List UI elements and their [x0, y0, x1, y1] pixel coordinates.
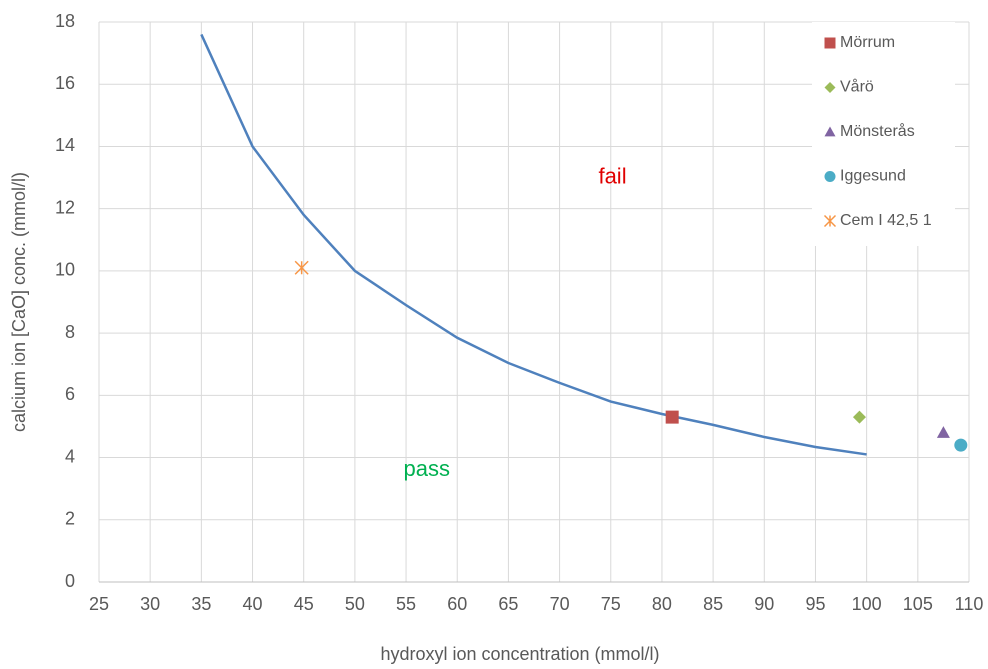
legend-label: Mönsterås — [840, 122, 915, 140]
legend-label: Cem I 42,5 1 — [840, 212, 932, 229]
x-tick-label: 110 — [955, 594, 984, 614]
legend-marker — [824, 37, 836, 49]
x-tick-label: 80 — [652, 594, 672, 614]
y-tick-label: 18 — [55, 11, 75, 31]
x-tick-label: 60 — [447, 594, 467, 614]
x-tick-label: 30 — [140, 594, 160, 614]
y-tick-label: 2 — [65, 509, 75, 529]
y-tick-label: 4 — [65, 446, 75, 466]
x-tick-label: 55 — [396, 594, 416, 614]
legend-marker — [824, 171, 836, 182]
x-tick-label: 100 — [852, 594, 882, 614]
curve — [200, 33, 867, 456]
legend-label: Mörrum — [840, 34, 895, 51]
x-tick-label: 40 — [243, 594, 263, 614]
annotation: fail — [598, 163, 626, 188]
data-point — [294, 260, 309, 275]
y-tick-label: 10 — [55, 260, 75, 280]
data-point — [936, 426, 950, 438]
y-tick-label: 14 — [55, 135, 75, 155]
x-axis-title: hydroxyl ion concentration (mmol/l) — [380, 644, 659, 664]
x-tick-label: 95 — [805, 594, 825, 614]
data-point — [954, 438, 968, 452]
x-tick-label: 35 — [191, 594, 211, 614]
legend-box — [812, 22, 955, 246]
x-tick-label: 90 — [754, 594, 774, 614]
y-tick-label: 6 — [65, 384, 75, 404]
x-tick-label: 50 — [345, 594, 365, 614]
y-tick-label: 0 — [65, 571, 75, 591]
x-tick-label: 85 — [703, 594, 723, 614]
x-tick-label: 65 — [498, 594, 518, 614]
x-tick-label: 45 — [294, 594, 314, 614]
annotation: pass — [404, 456, 450, 481]
legend-marker — [823, 214, 837, 228]
y-tick-label: 12 — [55, 197, 75, 217]
x-tick-label: 105 — [903, 594, 933, 614]
x-tick-label: 70 — [550, 594, 570, 614]
x-tick-label: 25 — [89, 594, 109, 614]
y-axis-title: calcium ion [CaO] conc. (mmol/l) — [9, 172, 29, 432]
data-point — [665, 410, 679, 424]
data-point — [852, 410, 866, 424]
legend-marker — [824, 82, 836, 93]
legend-label: Vårö — [840, 78, 874, 96]
x-tick-label: 75 — [601, 594, 621, 614]
legend-label: Iggesund — [840, 168, 906, 185]
legend-marker — [824, 126, 836, 137]
y-tick-label: 8 — [65, 322, 75, 342]
y-tick-label: 16 — [55, 73, 75, 93]
